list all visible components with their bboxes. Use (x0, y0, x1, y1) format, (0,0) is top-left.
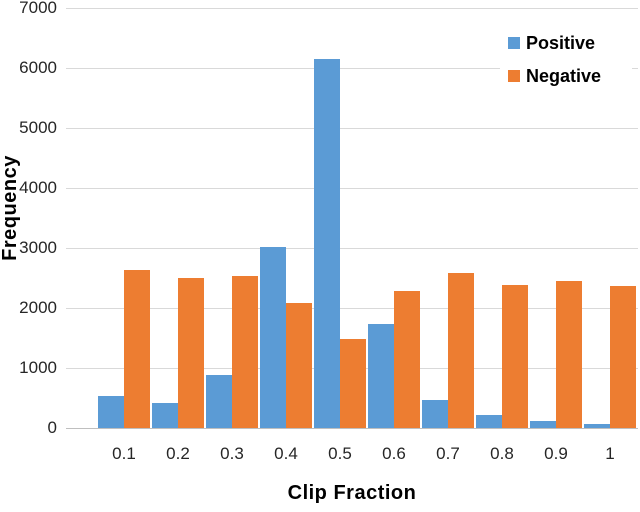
y-tick-label: 1000 (19, 358, 57, 377)
gridline (66, 7, 638, 9)
legend: Positive Negative (500, 28, 632, 91)
bar-negative-0.4 (286, 302, 312, 428)
legend-item-positive: Positive (508, 32, 632, 54)
bar-negative-0.1 (124, 269, 150, 428)
y-tick-label: 5000 (19, 118, 57, 137)
bar-negative-0.5 (340, 339, 366, 428)
legend-item-negative: Negative (508, 65, 632, 87)
bar-negative-0.7 (448, 272, 474, 428)
y-tick-label: 4000 (19, 178, 57, 197)
negative-series-swatch-icon (508, 70, 520, 82)
y-tick-label: 0 (47, 418, 57, 437)
bar-positive-0.1 (98, 395, 124, 428)
x-tick-label: 0.8 (490, 444, 514, 463)
y-tick-label: 6000 (19, 58, 57, 77)
bar-negative-0.3 (232, 276, 258, 428)
bar-negative-0.9 (556, 281, 582, 428)
bar-positive-0.7 (422, 400, 448, 428)
x-tick-label: 0.1 (112, 444, 136, 463)
x-tick-label: 1 (605, 444, 615, 463)
x-tick-label: 0.6 (382, 444, 406, 463)
x-tick-label: 0.2 (166, 444, 190, 463)
x-tick-label: 0.9 (544, 444, 568, 463)
y-axis-tick-labels: 0 1000 2000 3000 4000 5000 6000 7000 (0, 0, 57, 437)
bar-positive-1 (584, 423, 610, 428)
x-axis-tick-labels: 0.1 0.2 0.3 0.4 0.5 0.6 0.7 0.8 0.9 1 (66, 444, 638, 466)
x-axis-title: Clip Fraction (287, 482, 417, 504)
y-tick-label: 2000 (19, 298, 57, 317)
x-tick-label: 0.5 (328, 444, 352, 463)
gridline (66, 247, 638, 249)
x-tick-label: 0.4 (274, 444, 298, 463)
x-tick-label: 0.3 (220, 444, 244, 463)
gridline (66, 127, 638, 129)
bar-positive-0.8 (476, 414, 502, 428)
y-tick-label: 7000 (19, 0, 57, 17)
legend-label-negative: Negative (526, 65, 602, 86)
bar-positive-0.3 (206, 374, 232, 428)
bar-positive-0.6 (368, 323, 394, 428)
bar-negative-0.6 (394, 291, 420, 428)
plot-area (66, 7, 638, 429)
legend-label-positive: Positive (526, 32, 596, 53)
bar-negative-0.2 (178, 278, 204, 428)
gridline (66, 67, 638, 69)
bar-positive-0.5 (314, 59, 340, 428)
bars-container (66, 8, 638, 428)
bar-positive-0.2 (152, 402, 178, 428)
bar-positive-0.4 (260, 246, 286, 428)
x-tick-label: 0.7 (436, 444, 460, 463)
bar-negative-1 (610, 285, 636, 428)
gridline (66, 427, 638, 429)
bar-positive-0.9 (530, 421, 556, 428)
bar-negative-0.8 (502, 284, 528, 428)
y-tick-label: 3000 (19, 238, 57, 257)
gridline (66, 307, 638, 309)
positive-series-swatch-icon (508, 37, 520, 49)
gridline (66, 187, 638, 189)
